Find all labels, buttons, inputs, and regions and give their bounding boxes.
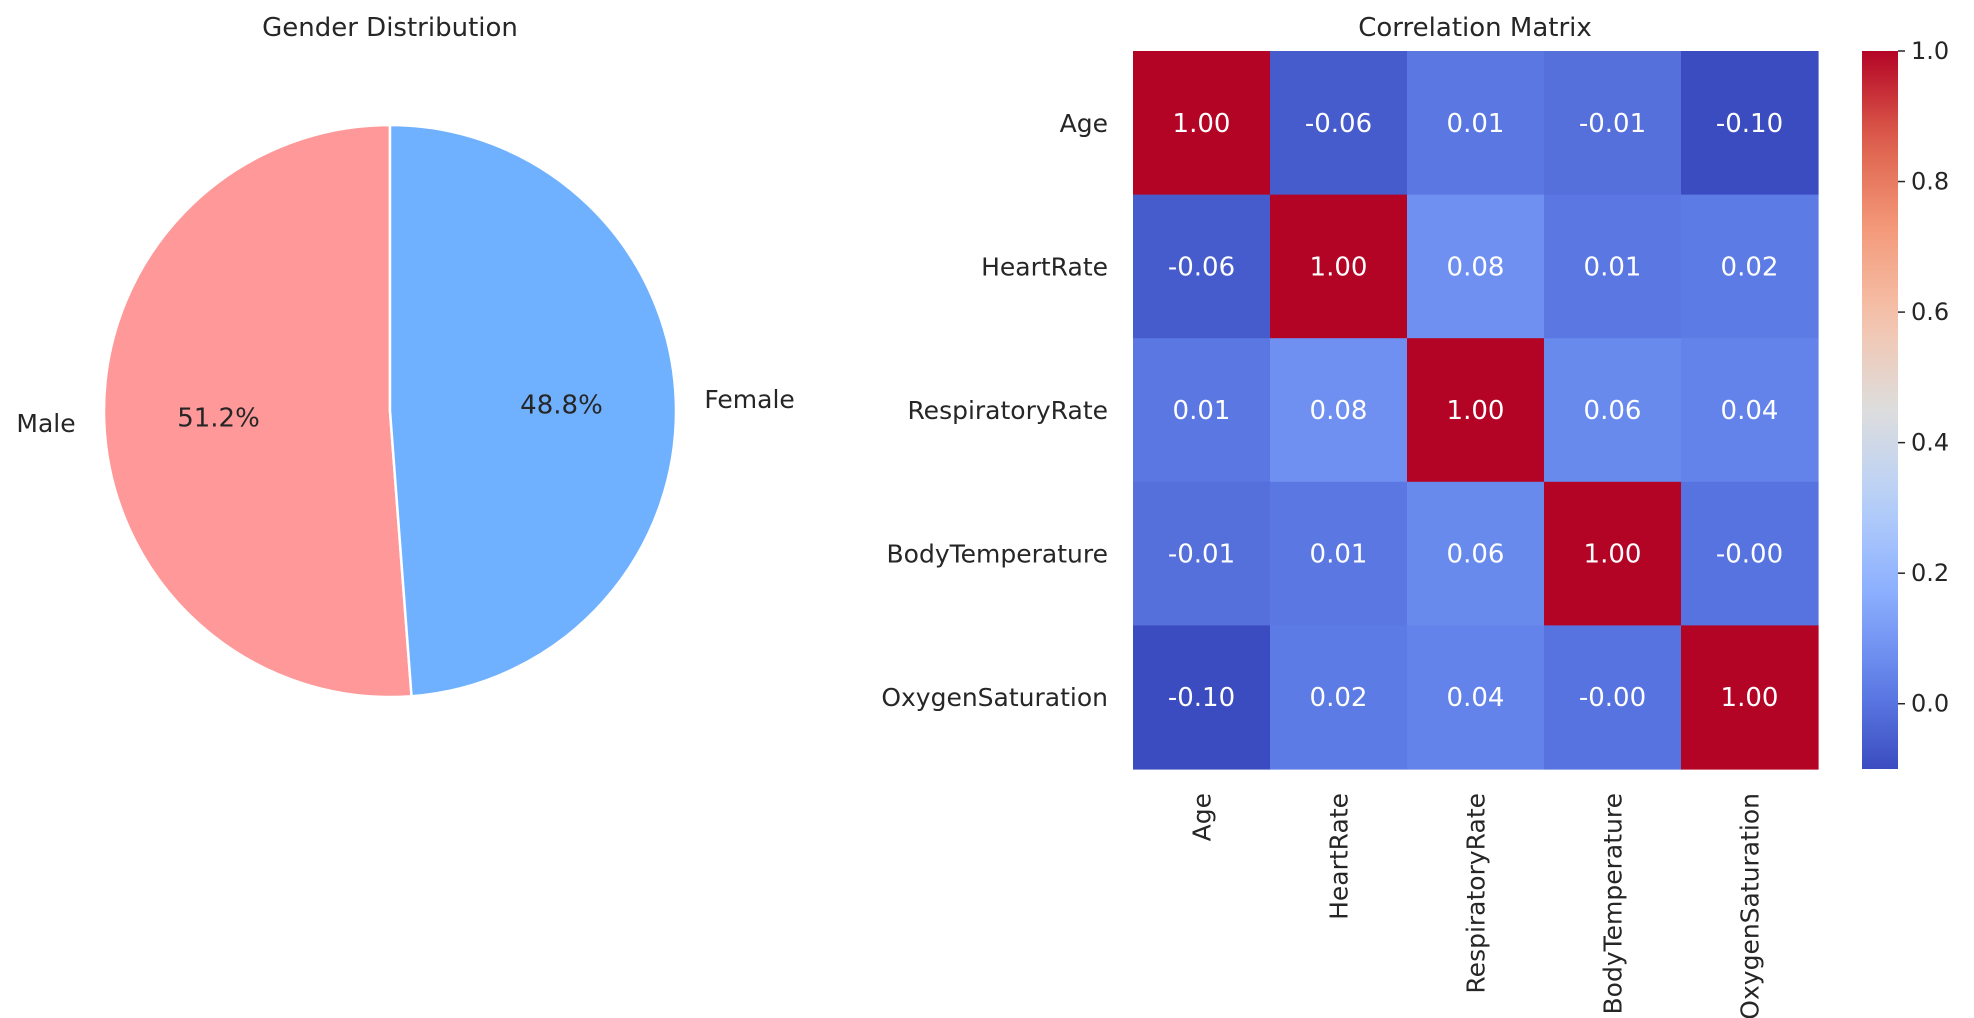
- pie-chart: Gender Distribution Male 51.2% Female 48.8%: [16, 13, 795, 699]
- heatmap-cell-oxygensaturation-age: [1133, 625, 1271, 770]
- heatmap-value-heartrate-oxygensaturation: 0.02: [1721, 252, 1779, 282]
- heatmap-value-age-oxygensaturation: -0.10: [1716, 109, 1783, 139]
- heatmap-value-bodytemperature-respiratoryrate: 0.06: [1447, 540, 1505, 570]
- heatmap-cell-bodytemperature-age: [1133, 481, 1271, 626]
- colorbar-ticks: 0.0 0.2 0.4 0.6 0.8 1.0: [1898, 37, 1949, 718]
- heatmap-cell-heartrate-respiratoryrate: [1407, 194, 1545, 339]
- heatmap-cell-bodytemperature-respiratoryrate: [1407, 481, 1545, 626]
- heatmap-title: Correlation Matrix: [1358, 13, 1592, 43]
- heatmap-cell-bodytemperature-bodytemperature: [1544, 481, 1682, 626]
- heatmap-value-respiratoryrate-age: 0.01: [1173, 396, 1231, 426]
- heatmap-cell-heartrate-oxygensaturation: [1681, 194, 1819, 339]
- colorbar-tick-label: 1.0: [1911, 37, 1949, 65]
- heatmap-value-age-age: 1.00: [1173, 109, 1231, 139]
- colorbar-tick-label: 0.8: [1911, 168, 1949, 196]
- pie-percent-female: 48.8%: [520, 391, 603, 421]
- x-tick-label-oxygensaturation: OxygenSaturation: [1736, 793, 1765, 1018]
- y-tick-label-respiratoryrate: RespiratoryRate: [907, 396, 1108, 425]
- heatmap-value-respiratoryrate-bodytemperature: 0.06: [1584, 396, 1642, 426]
- heatmap-x-axis: Age HeartRate RespiratoryRate BodyTemperatu…: [1188, 793, 1765, 1018]
- heatmap-value-age-respiratoryrate: 0.01: [1447, 109, 1505, 139]
- heatmap-cell-respiratoryrate-heartrate: [1270, 338, 1408, 483]
- heatmap-cell-age-respiratoryrate: [1407, 51, 1545, 196]
- heatmap-cell-oxygensaturation-bodytemperature: [1544, 625, 1682, 770]
- colorbar: 0.0 0.2 0.4 0.6 0.8 1.0: [1862, 37, 1949, 769]
- pie-percent-male: 51.2%: [177, 403, 260, 433]
- heatmap-cell-bodytemperature-heartrate: [1270, 481, 1408, 626]
- colorbar-tick-label: 0.2: [1911, 559, 1949, 587]
- heatmap-cell-respiratoryrate-bodytemperature: [1544, 338, 1682, 483]
- heatmap-value-bodytemperature-age: -0.01: [1168, 540, 1235, 570]
- heatmap-cell-labels: 1.00 -0.06 0.01 -0.01 -0.10 -0.06 1.00 0.08 0.01…: [1168, 109, 1783, 713]
- heatmap-cell-heartrate-bodytemperature: [1544, 194, 1682, 339]
- heatmap-cell-oxygensaturation-respiratoryrate: [1407, 625, 1545, 770]
- heatmap-value-age-bodytemperature: -0.01: [1579, 109, 1646, 139]
- pie-label-female: Female: [704, 385, 794, 414]
- x-tick-label-respiratoryrate: RespiratoryRate: [1462, 793, 1491, 994]
- heatmap-cell-respiratoryrate-oxygensaturation: [1681, 338, 1819, 483]
- heatmap-value-oxygensaturation-respiratoryrate: 0.04: [1447, 683, 1505, 713]
- x-tick-label-heartrate: HeartRate: [1325, 793, 1354, 920]
- pie-slice-male: [102, 123, 413, 699]
- heatmap-cell-respiratoryrate-respiratoryrate: [1407, 338, 1545, 483]
- heatmap-cell-age-heartrate: [1270, 51, 1408, 196]
- x-tick-label-age: Age: [1188, 793, 1217, 841]
- heatmap-value-respiratoryrate-oxygensaturation: 0.04: [1721, 396, 1779, 426]
- heatmap-cell-respiratoryrate-age: [1133, 338, 1271, 483]
- pie-slice-female: [388, 123, 678, 698]
- heatmap-cell-heartrate-heartrate: [1270, 194, 1408, 339]
- y-tick-label-heartrate: HeartRate: [981, 252, 1108, 281]
- heatmap-value-heartrate-age: -0.06: [1168, 252, 1235, 282]
- heatmap-cell-oxygensaturation-oxygensaturation: [1681, 625, 1819, 770]
- heatmap-value-age-heartrate: -0.06: [1305, 109, 1372, 139]
- heatmap-value-bodytemperature-oxygensaturation: -0.00: [1716, 540, 1783, 570]
- heatmap-value-oxygensaturation-oxygensaturation: 1.00: [1721, 683, 1779, 713]
- x-tick-label-bodytemperature: BodyTemperature: [1599, 793, 1628, 1014]
- heatmap-value-oxygensaturation-bodytemperature: -0.00: [1579, 683, 1646, 713]
- heatmap-cell-bodytemperature-oxygensaturation: [1681, 481, 1819, 626]
- heatmap-cell-age-bodytemperature: [1544, 51, 1682, 196]
- heatmap-value-oxygensaturation-age: -0.10: [1168, 683, 1235, 713]
- heatmap-value-heartrate-respiratoryrate: 0.08: [1447, 252, 1505, 282]
- colorbar-gradient: [1862, 51, 1898, 769]
- heatmap-value-bodytemperature-bodytemperature: 1.00: [1584, 540, 1642, 570]
- heatmap-cell-age-oxygensaturation: [1681, 51, 1819, 196]
- y-tick-label-oxygensaturation: OxygenSaturation: [881, 683, 1108, 712]
- heatmap-cell-heartrate-age: [1133, 194, 1271, 339]
- heatmap-cell-age-age: [1133, 51, 1271, 196]
- colorbar-tick-label: 0.0: [1911, 690, 1949, 718]
- heatmap-value-heartrate-bodytemperature: 0.01: [1584, 252, 1642, 282]
- heatmap-value-oxygensaturation-heartrate: 0.02: [1310, 683, 1368, 713]
- pie-labels: Male 51.2% Female 48.8%: [16, 385, 794, 438]
- colorbar-tick-label: 0.6: [1911, 298, 1949, 326]
- colorbar-tick-label: 0.4: [1911, 429, 1949, 457]
- heatmap-cells: [1133, 51, 1819, 770]
- heatmap-cell-oxygensaturation-heartrate: [1270, 625, 1408, 770]
- y-tick-label-bodytemperature: BodyTemperature: [887, 540, 1108, 569]
- heatmap-y-axis: Age HeartRate RespiratoryRate BodyTemperatu…: [881, 109, 1108, 712]
- heatmap-value-respiratoryrate-respiratoryrate: 1.00: [1447, 396, 1505, 426]
- heatmap-value-heartrate-heartrate: 1.00: [1310, 252, 1368, 282]
- y-tick-label-age: Age: [1060, 109, 1108, 138]
- heatmap-chart: Correlation Matrix 1.00 -0.06 0.01 -0.01 -0.…: [881, 13, 1819, 1018]
- pie-chart-title: Gender Distribution: [262, 13, 518, 43]
- heatmap-value-respiratoryrate-heartrate: 0.08: [1310, 396, 1368, 426]
- pie-slices: [102, 123, 678, 699]
- heatmap-value-bodytemperature-heartrate: 0.01: [1310, 540, 1368, 570]
- pie-label-male: Male: [16, 409, 75, 438]
